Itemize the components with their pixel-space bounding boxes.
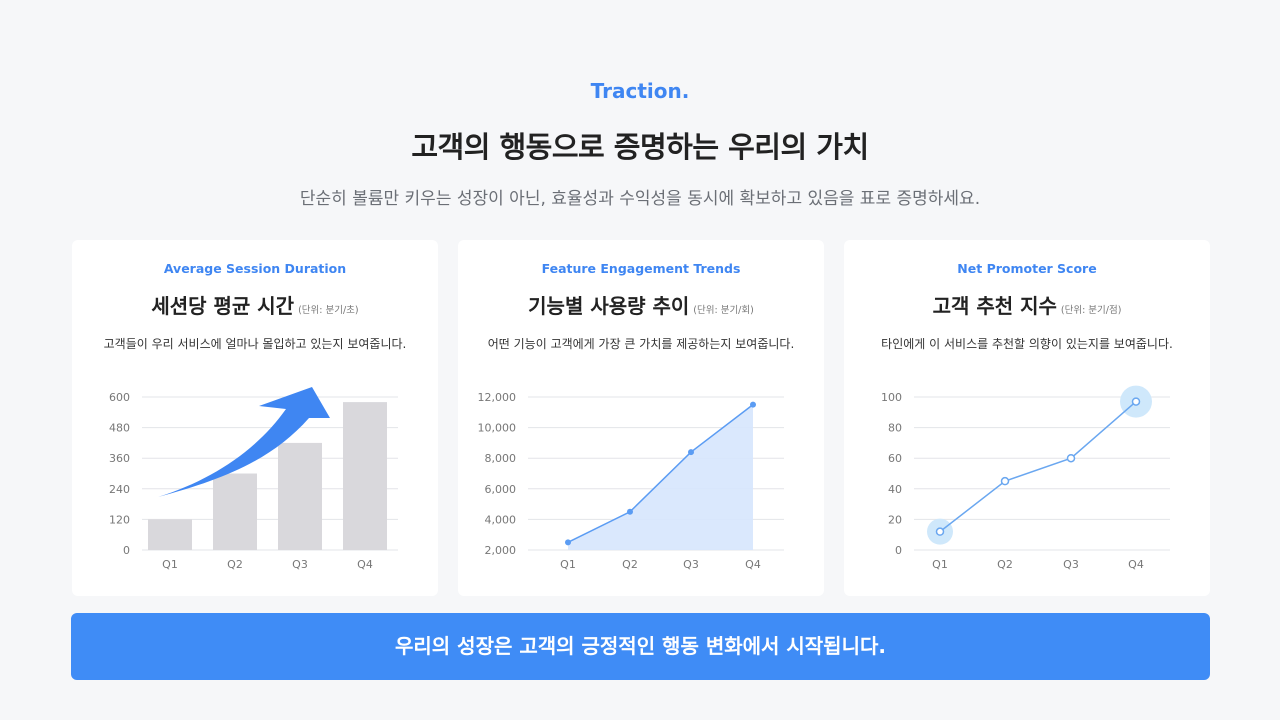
data-point xyxy=(1131,397,1141,406)
data-point xyxy=(627,508,633,515)
nps-chart: 0 20 40 60 80 100 Q1 Q2 Q3 Q4 xyxy=(881,385,1170,571)
card-description: 고객들이 우리 서비스에 얼마나 몰입하고 있는지 보여줍니다. xyxy=(103,337,407,351)
x-tick-label: Q4 xyxy=(1128,558,1144,571)
y-tick-label: 2,000 xyxy=(485,544,517,557)
series-line xyxy=(939,401,1137,533)
bar xyxy=(343,402,387,550)
y-tick-label: 10,000 xyxy=(478,422,517,435)
y-tick-label: 40 xyxy=(888,483,902,496)
growth-arrow-icon xyxy=(158,387,330,497)
card-title-row: 고객 추천 지수 (단위: 분기/점) xyxy=(844,290,1210,319)
data-point xyxy=(1066,453,1076,463)
x-tick-label: Q4 xyxy=(745,558,761,571)
y-tick-label: 100 xyxy=(881,391,902,404)
page-title: 고객의 행동으로 증명하는 우리의 가치 xyxy=(411,130,869,164)
feature-engagement-chart: 2,000 4,000 6,000 8,000 10,000 12,000 Q1 Q2 Q3 Q4 xyxy=(478,391,784,571)
data-point xyxy=(750,401,756,408)
card-eyebrow: Feature Engagement Trends xyxy=(541,261,741,276)
y-tick-label: 60 xyxy=(888,452,902,465)
y-tick-label: 6,000 xyxy=(485,483,517,496)
y-tick-label: 240 xyxy=(109,483,130,496)
nps-card: Net Promoter Score 고객 추천 지수 (단위: 분기/점) 타인… xyxy=(844,240,1210,596)
data-point xyxy=(1000,476,1010,486)
session-duration-chart: 0 120 240 360 480 600 Q1 Q2 Q3 Q4 xyxy=(109,387,398,571)
y-tick-label: 480 xyxy=(109,422,130,435)
page-subtitle: 단순히 볼륨만 키우는 성장이 아닌, 효율성과 수익성을 동시에 확보하고 있… xyxy=(299,189,981,209)
card-unit: (단위: 분기/점) xyxy=(1060,305,1122,316)
card-title: 고객 추천 지수 xyxy=(932,294,1057,318)
card-title-row: 기능별 사용량 추이 (단위: 분기/회) xyxy=(458,290,824,319)
card-description: 타인에게 이 서비스를 추천할 의향이 있는지를 보여줍니다. xyxy=(881,337,1173,351)
y-tick-label: 80 xyxy=(888,422,902,435)
series-line xyxy=(567,404,754,544)
y-tick-label: 600 xyxy=(109,391,130,404)
bar xyxy=(278,442,322,550)
section-eyebrow: Traction. xyxy=(590,79,690,103)
y-tick-label: 20 xyxy=(888,513,902,526)
y-tick-label: 0 xyxy=(123,544,130,557)
session-duration-card: Average Session Duration 세션당 평균 시간 (단위: 분… xyxy=(72,240,438,596)
y-tick-label: 4,000 xyxy=(485,513,517,526)
card-eyebrow: Average Session Duration xyxy=(163,261,347,276)
y-tick-label: 0 xyxy=(895,544,902,557)
x-tick-label: Q2 xyxy=(997,558,1013,571)
y-tick-label: 12,000 xyxy=(478,391,517,404)
x-tick-label: Q3 xyxy=(292,558,308,571)
x-tick-label: Q3 xyxy=(1063,558,1079,571)
x-tick-label: Q1 xyxy=(560,558,576,571)
x-tick-label: Q3 xyxy=(683,558,699,571)
card-title: 기능별 사용량 추이 xyxy=(528,294,690,318)
y-tick-label: 360 xyxy=(109,452,130,465)
x-tick-label: Q4 xyxy=(357,558,373,571)
card-description: 어떤 기능이 고객에게 가장 큰 가치를 제공하는지 보여줍니다. xyxy=(487,337,795,351)
bar xyxy=(148,519,192,550)
x-tick-label: Q2 xyxy=(227,558,243,571)
x-tick-label: Q1 xyxy=(932,558,948,571)
area-fill xyxy=(568,404,753,550)
data-point xyxy=(688,449,694,456)
y-tick-label: 120 xyxy=(109,513,130,526)
card-unit: (단위: 분기/초) xyxy=(298,305,359,316)
bar xyxy=(213,473,257,550)
x-tick-label: Q2 xyxy=(622,558,638,571)
data-point xyxy=(935,527,945,536)
y-tick-label: 8,000 xyxy=(485,452,517,465)
card-unit: (단위: 분기/회) xyxy=(693,305,754,316)
card-eyebrow: Net Promoter Score xyxy=(957,261,1097,276)
feature-engagement-card: Feature Engagement Trends 기능별 사용량 추이 (단위:… xyxy=(458,240,824,596)
card-title-row: 세션당 평균 시간 (단위: 분기/초) xyxy=(72,290,438,319)
card-title: 세션당 평균 시간 xyxy=(151,294,295,318)
conclusion-banner: 우리의 성장은 고객의 긍정적인 행동 변화에서 시작됩니다. xyxy=(71,613,1210,680)
data-point xyxy=(565,539,571,546)
x-tick-label: Q1 xyxy=(162,558,178,571)
